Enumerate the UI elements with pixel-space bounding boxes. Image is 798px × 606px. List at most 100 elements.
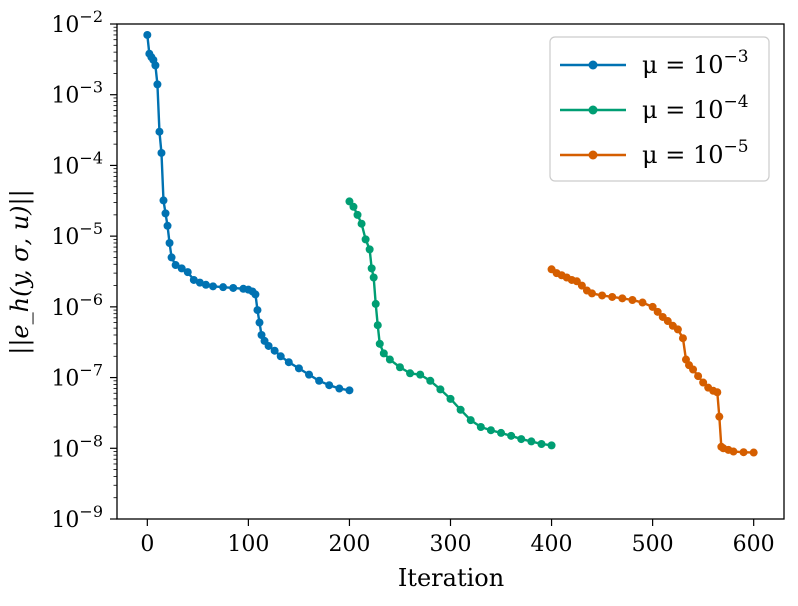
series-3-point [653, 307, 662, 316]
series-3-point [628, 296, 637, 304]
series-1-point [201, 280, 210, 289]
series-2-point [466, 416, 475, 425]
series-1-point [251, 290, 260, 299]
series-3-point [715, 412, 724, 421]
y-tick-label: 10−3 [51, 78, 103, 109]
series-2-point [436, 385, 445, 394]
series-3-point [694, 372, 703, 381]
series-1-point [219, 283, 228, 292]
series-2-point [547, 441, 556, 450]
series-3-point [729, 447, 738, 456]
series-1-point [195, 278, 204, 287]
legend-label-3: μ = 10−5 [642, 137, 749, 169]
series-3-point [713, 388, 722, 397]
series-3-point [638, 298, 647, 307]
series-2-point [497, 428, 506, 437]
series-2-point [379, 349, 388, 358]
series-line-1 [146, 34, 350, 392]
series-1-point [183, 268, 192, 277]
axes: 0 100 200 300 400 500 600 10−9 10−8 10−7 10−6 10−5 1… [51, 7, 774, 557]
legend-marker-1 [588, 60, 598, 70]
series-1-point [229, 283, 238, 292]
series-1-point [294, 364, 303, 373]
series-1-point [284, 358, 293, 367]
series-1-point [163, 221, 172, 230]
series-1-point [167, 253, 176, 262]
series-3-point [739, 448, 748, 457]
series-3-point [618, 294, 627, 303]
series-2-point [369, 273, 378, 282]
series-2-point [456, 405, 465, 414]
series-2-point [486, 426, 495, 435]
series-2-point [357, 219, 366, 228]
series-1-point [177, 264, 186, 273]
series-1-point [159, 196, 168, 205]
legend-label-1: μ = 10−3 [642, 47, 749, 79]
series-1-point [189, 275, 198, 284]
series-1-point [257, 331, 266, 339]
x-tick-label: 500 [632, 532, 674, 557]
x-axis-label: Iteration [398, 564, 504, 592]
series-3-point [678, 334, 687, 343]
series-1-point [264, 341, 273, 350]
series-1-point [270, 346, 279, 355]
x-tick-label: 200 [328, 532, 370, 557]
series-1-point [165, 239, 174, 247]
series-1-point [345, 386, 354, 395]
legend-box [549, 36, 770, 182]
series-2-point [406, 369, 415, 378]
series-1-point [315, 376, 324, 385]
series-2-point [537, 439, 546, 448]
x-tick-label: 100 [227, 532, 269, 557]
y-tick-label: 10−5 [51, 219, 103, 250]
x-tick-label: 600 [733, 532, 775, 557]
series-2-point [371, 299, 380, 308]
series-2-point [476, 423, 485, 431]
series-2-point [517, 435, 526, 444]
series-1-point [325, 381, 334, 390]
legend-label-2: μ = 10−4 [642, 92, 749, 124]
series-2-point [365, 245, 374, 254]
series-1-point [153, 80, 162, 89]
series-3-point [598, 291, 607, 300]
series-layer [143, 30, 758, 457]
series-2-point [426, 376, 435, 385]
series-1-point [255, 318, 264, 327]
y-tick-label: 10−2 [51, 7, 103, 38]
series-1-point [171, 261, 180, 270]
series-1-point [143, 30, 152, 39]
y-tick-label: 10−9 [51, 502, 103, 533]
y-tick-label: 10−4 [51, 148, 103, 179]
y-axis-label: ||e_h(y, σ, u)|| [6, 189, 35, 354]
series-2-point [361, 235, 370, 244]
series-2-point [353, 210, 362, 219]
legend-marker-3 [588, 150, 598, 160]
series-3-point [608, 292, 617, 301]
series-3-point [663, 317, 672, 326]
series-3-point [673, 325, 682, 334]
series-3-point [577, 281, 586, 290]
series-2-point [375, 339, 384, 348]
y-tick-label: 10−6 [51, 290, 103, 321]
legend: μ = 10−3 μ = 10−4 μ = 10−5 [549, 36, 770, 182]
series-2-point [507, 431, 516, 440]
series-1-point [305, 370, 314, 379]
series-1-point [335, 384, 344, 393]
x-tick-label: 0 [140, 532, 154, 557]
series-2-point [527, 437, 536, 446]
series-1-point [151, 61, 160, 70]
series-1-point [253, 306, 262, 315]
series-2-point [373, 321, 382, 330]
series-2-point [385, 355, 394, 364]
series-2-point [367, 264, 376, 273]
legend-marker-2 [588, 105, 598, 115]
series-2-point [395, 363, 404, 372]
series-2-point [446, 394, 455, 403]
series-3-point [699, 378, 708, 387]
series-3-point [648, 302, 657, 311]
series-3-point [689, 365, 698, 374]
series-1-point [209, 282, 218, 291]
series-2-point [416, 370, 425, 379]
y-tick-label: 10−8 [51, 431, 103, 462]
